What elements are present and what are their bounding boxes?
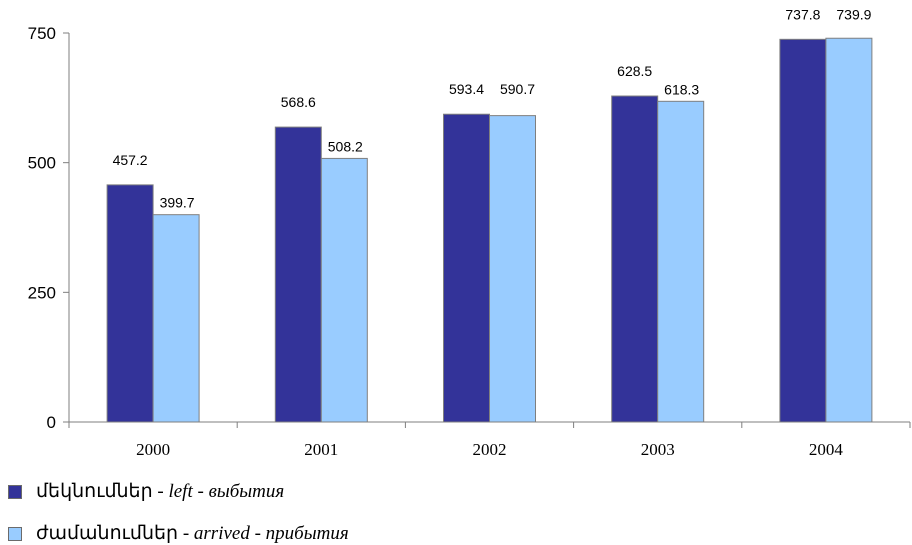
data-label: 508.2 bbox=[328, 138, 363, 154]
y-tick-label: 250 bbox=[28, 283, 56, 302]
legend-label-arrived-part-2: arrived bbox=[193, 523, 250, 544]
chart-axes: 0 250 500 750 2000 2001 2002 2003 2004 bbox=[28, 24, 911, 459]
x-tick-label: 2002 bbox=[473, 440, 507, 459]
bar-left bbox=[443, 113, 490, 423]
bar-left bbox=[779, 38, 827, 423]
bar-left bbox=[274, 126, 322, 423]
data-label: 457.2 bbox=[113, 152, 148, 168]
bar-left bbox=[106, 184, 154, 423]
legend-label-arrived: ժամանումներ - arrived - прибытия bbox=[36, 522, 349, 545]
legend-label-left-part-1: մեկնումներ - bbox=[36, 481, 169, 502]
legend-item-left: մեկնումներ - left - выбытия bbox=[8, 480, 284, 503]
legend-swatch-arrived bbox=[8, 526, 22, 541]
data-label: 739.9 bbox=[836, 6, 871, 22]
data-label: 590.7 bbox=[500, 81, 535, 97]
legend-label-arrived-part-1: ժամանումներ - bbox=[36, 523, 194, 544]
data-label: 593.4 bbox=[449, 81, 484, 97]
bar-arrived bbox=[825, 37, 873, 423]
bar-chart: 0 250 500 750 2000 2001 2002 2003 2004 457.2 399.… bbox=[28, 6, 911, 459]
legend-label-left: մեկնումներ - left - выбытия bbox=[36, 480, 284, 503]
bar-left bbox=[611, 95, 659, 423]
bar-arrived bbox=[657, 100, 705, 423]
legend-swatch-left bbox=[8, 484, 22, 499]
chart-data-labels: 457.2 399.7 568.6 508.2 593.4 590.7 628.5 618.3… bbox=[113, 6, 872, 210]
data-label: 628.5 bbox=[617, 63, 652, 79]
data-label: 568.6 bbox=[281, 94, 316, 110]
legend-label-left-part-3: - выбытия bbox=[192, 481, 285, 502]
x-tick-label: 2000 bbox=[136, 440, 170, 459]
y-tick-label: 500 bbox=[28, 154, 56, 173]
y-tick-label: 750 bbox=[28, 24, 56, 43]
legend-label-arrived-part-3: - прибытия bbox=[249, 523, 349, 544]
bar-arrived bbox=[489, 115, 536, 423]
data-label: 399.7 bbox=[160, 195, 195, 211]
bar-arrived bbox=[320, 157, 368, 423]
legend-item-arrived: ժամանումներ - arrived - прибытия bbox=[8, 522, 349, 545]
data-label: 737.8 bbox=[785, 6, 820, 22]
chart-bars bbox=[106, 37, 873, 423]
bar-arrived bbox=[152, 214, 200, 423]
data-label: 618.3 bbox=[664, 81, 699, 97]
y-tick-label: 0 bbox=[47, 413, 56, 432]
x-tick-label: 2003 bbox=[641, 440, 675, 459]
x-tick-label: 2004 bbox=[809, 440, 844, 459]
legend-label-left-part-2: left bbox=[168, 481, 193, 502]
x-tick-label: 2001 bbox=[304, 440, 338, 459]
